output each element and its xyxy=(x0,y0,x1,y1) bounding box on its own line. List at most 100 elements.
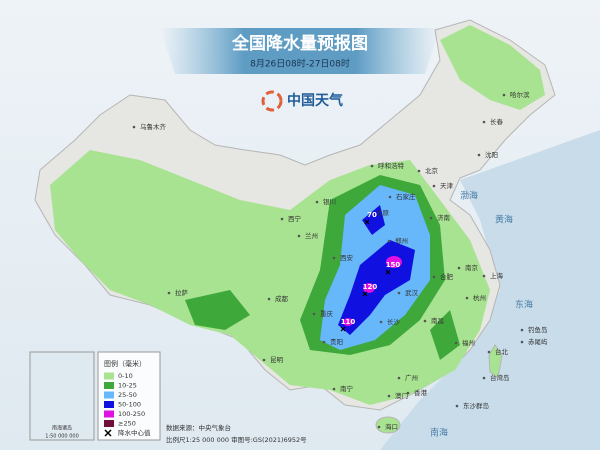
legend-swatch xyxy=(104,382,114,389)
title: 全国降水量预报图 xyxy=(231,33,368,54)
center-symbol xyxy=(340,326,346,332)
legend-label: 50-100 xyxy=(118,401,141,409)
sea-label: 南海 xyxy=(430,427,448,439)
legend-swatch xyxy=(104,391,114,399)
inset-label: 南海诸岛 xyxy=(52,425,72,432)
city-label: 香港 xyxy=(414,388,428,397)
city-label: 澳门 xyxy=(395,391,408,400)
city-label: 长沙 xyxy=(387,317,401,326)
title-banner xyxy=(160,28,440,74)
inset-scale: 1:50 000 000 xyxy=(45,434,79,440)
legend-swatch xyxy=(104,372,114,380)
city-dot xyxy=(379,320,383,324)
rain-storm xyxy=(338,205,415,335)
city-dot xyxy=(455,404,459,408)
city-label: 银川 xyxy=(323,197,336,206)
legend-label: 100-250 xyxy=(118,410,145,418)
city-dot xyxy=(432,275,436,279)
center-symbol xyxy=(385,269,391,275)
legend-swatch xyxy=(104,401,114,408)
city-dot xyxy=(482,376,486,380)
city-label: 海口 xyxy=(385,422,398,431)
city-label: 西宁 xyxy=(288,214,302,223)
center-value: 110 xyxy=(341,318,356,326)
city-dot xyxy=(454,341,458,345)
city-dot xyxy=(423,319,427,323)
city-label: 重庆 xyxy=(320,309,334,318)
legend-label: 10-25 xyxy=(118,382,137,390)
city-label: 呼和浩特 xyxy=(378,161,405,170)
city-dot xyxy=(387,239,391,243)
sea xyxy=(380,130,600,450)
city-label: 东沙群岛 xyxy=(463,401,489,410)
city-dot xyxy=(429,216,433,220)
city-dot xyxy=(315,200,319,204)
city-label: 台北 xyxy=(495,347,509,356)
city-label: 南宁 xyxy=(340,384,354,393)
city-label: 武汉 xyxy=(405,288,419,297)
city-label: 钓鱼岛 xyxy=(528,325,548,334)
city-label: 乌鲁木齐 xyxy=(140,122,167,131)
city-dot xyxy=(297,234,301,238)
city-dot xyxy=(167,291,171,295)
center-value: 150 xyxy=(386,261,401,269)
city-label: 拉萨 xyxy=(175,288,189,297)
legend-swatch xyxy=(104,410,114,418)
city-label: 杭州 xyxy=(473,293,486,302)
city-dot xyxy=(322,340,326,344)
city-label: 哈尔滨 xyxy=(510,90,530,99)
city-dot xyxy=(132,125,136,129)
legend-label: ≥250 xyxy=(118,420,136,428)
center-symbol xyxy=(364,219,370,225)
legend-label: 0-10 xyxy=(118,372,133,380)
city-dot xyxy=(432,184,436,188)
city-label: 贵阳 xyxy=(330,337,343,346)
city-dot xyxy=(520,340,524,344)
city-dot xyxy=(482,274,486,278)
city-label: 郑州 xyxy=(395,237,408,245)
city-label: 北京 xyxy=(425,166,439,175)
inset-map xyxy=(29,351,95,441)
city-label: 上海 xyxy=(490,271,504,280)
city-label: 天津 xyxy=(440,182,454,190)
city-dot xyxy=(332,256,336,260)
taiwan xyxy=(488,344,503,379)
city-dot xyxy=(482,120,486,124)
sea-label: 渤海 xyxy=(460,190,478,202)
city-label: 合肥 xyxy=(440,272,454,281)
city-label: 赤尾屿 xyxy=(528,337,548,346)
city-dot xyxy=(262,358,266,362)
logo-icon xyxy=(261,90,283,112)
legend-swatch xyxy=(104,420,114,427)
city-dot xyxy=(397,376,401,380)
source-line1: 数据来源：中央气象台 xyxy=(166,423,231,432)
city-label: 广州 xyxy=(405,373,418,382)
rain-heavy-storm xyxy=(343,256,402,326)
hainan xyxy=(375,416,401,434)
city-dot xyxy=(368,211,372,215)
legend-label: 25-50 xyxy=(118,391,137,399)
city-dot xyxy=(477,153,481,157)
city-label: 南昌 xyxy=(431,316,444,325)
city-dot xyxy=(332,387,336,391)
city-dot xyxy=(280,217,284,221)
city-dot xyxy=(377,425,381,429)
city-label: 昆明 xyxy=(270,356,284,364)
center-symbol xyxy=(362,291,368,297)
city-dot xyxy=(487,350,491,354)
city-dot xyxy=(417,169,421,173)
city-dot xyxy=(502,93,506,97)
rain-light-ne xyxy=(440,25,545,110)
city-label: 济南 xyxy=(437,213,451,222)
city-label: 沈阳 xyxy=(485,150,498,159)
center-value: 70 xyxy=(367,211,377,219)
city-label: 太原 xyxy=(376,208,390,217)
city-dot xyxy=(267,297,271,301)
city-dot xyxy=(406,391,410,395)
city-dot xyxy=(387,394,391,398)
city-dot xyxy=(312,312,316,316)
city-dot xyxy=(397,291,401,295)
sea-label: 黄海 xyxy=(495,214,513,226)
subtitle: 8月26日08时-27日08时 xyxy=(250,58,350,70)
